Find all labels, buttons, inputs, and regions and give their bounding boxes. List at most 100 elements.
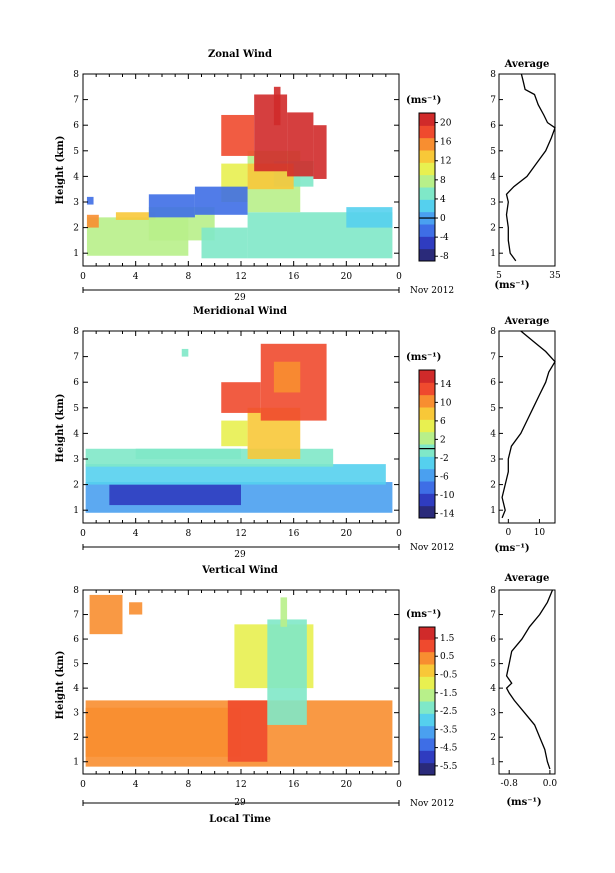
colorbar-segment	[419, 162, 435, 176]
x-tick-label: 20	[341, 780, 353, 790]
meridional-avg-xlabel: (ms⁻¹)	[494, 543, 529, 554]
x-tick-label: 20	[341, 272, 353, 282]
y-tick-label: 7	[73, 353, 79, 363]
heatmap-cell	[148, 194, 195, 218]
meridional-avg-title: Average	[504, 316, 550, 327]
y-tick-label: 4	[73, 429, 79, 439]
x-tick-label: 12	[235, 529, 246, 539]
y-tick-label: 2	[73, 224, 79, 234]
colorbar-segment	[419, 701, 435, 714]
x-tick-label: 0	[396, 780, 402, 790]
meridional-ylabel: Height (km)	[55, 394, 66, 463]
heatmap-cell	[221, 382, 261, 413]
vertical-title: Vertical Wind	[201, 565, 278, 576]
y-tick-label: 8	[73, 586, 79, 596]
colorbar-segment	[419, 370, 435, 383]
y-tick-label: 1	[73, 506, 79, 516]
x-tick-label: 16	[288, 272, 300, 282]
colorbar-segment	[419, 394, 435, 408]
avg-frame	[498, 330, 556, 524]
x-tick-label: 20	[341, 529, 353, 539]
x-tick-label: 0	[396, 272, 402, 282]
x-tick-label: 8	[185, 272, 191, 282]
x-tick-label: 0	[80, 272, 86, 282]
avg-y-tick-label: 7	[490, 353, 496, 363]
meridional-title: Meridional Wind	[193, 306, 287, 317]
avg-profile-line	[501, 330, 556, 519]
y-tick-label: 3	[73, 198, 79, 208]
heatmap-cell	[86, 196, 94, 205]
x-tick-label: 0	[80, 529, 86, 539]
x-tick-label: 16	[288, 529, 300, 539]
heatmap-cell	[221, 114, 255, 156]
vertical-wind-panel: Vertical Wind Height (km) 29 Nov 2012 (m…	[55, 565, 557, 825]
avg-y-tick-label: 6	[490, 635, 496, 645]
colorbar-segment	[419, 382, 435, 396]
colorbar-tick-label: 16	[440, 138, 452, 148]
colorbar-segment	[419, 627, 435, 640]
colorbar-tick-label: 2	[440, 435, 446, 445]
avg-x-tick-label: 0.0	[543, 779, 558, 789]
colorbar-segment	[419, 150, 435, 163]
avg-profile-line	[505, 73, 556, 262]
x-tick-label: 8	[185, 529, 191, 539]
x-tick-label: 0	[80, 780, 86, 790]
avg-y-tick-label: 6	[490, 378, 496, 388]
colorbar-tick-label: -2	[440, 454, 449, 464]
colorbar-segment	[419, 431, 435, 445]
y-tick-label: 4	[73, 172, 79, 182]
avg-y-tick-label: 8	[490, 327, 496, 337]
colorbar-segment	[419, 113, 435, 126]
heatmap-cell	[280, 597, 288, 627]
zonal-avg-xlabel: (ms⁻¹)	[494, 280, 529, 291]
colorbar-frame	[418, 369, 436, 519]
colorbar-frame	[418, 626, 436, 776]
y-tick-label: 6	[73, 378, 79, 388]
avg-frame	[498, 589, 556, 775]
heatmap-cell	[287, 112, 314, 177]
y-tick-label: 4	[73, 684, 79, 694]
avg-x-tick-label: 0	[505, 528, 511, 538]
heatmap-cell	[109, 484, 241, 506]
y-tick-label: 6	[73, 635, 79, 645]
colorbar-tick-label: 6	[440, 417, 446, 427]
avg-y-tick-label: 4	[490, 172, 496, 182]
heatmap-cell	[201, 227, 248, 259]
avg-y-tick-label: 6	[490, 121, 496, 131]
colorbar-segment	[419, 224, 435, 237]
vertical-ylabel: Height (km)	[55, 651, 66, 720]
colorbar-tick-label: -10	[440, 491, 455, 501]
heatmap-cell	[221, 420, 248, 447]
avg-y-tick-label: 5	[490, 147, 496, 157]
colorbar-segment	[419, 750, 435, 764]
y-tick-label: 5	[73, 660, 79, 670]
colorbar-tick-label: -14	[440, 509, 455, 519]
heatmap-cell	[346, 207, 393, 228]
colorbar-segment	[419, 199, 435, 213]
avg-y-tick-label: 2	[490, 733, 496, 743]
avg-y-tick-label: 4	[490, 684, 496, 694]
colorbar-segment	[419, 174, 435, 188]
colorbar-tick-label: -6	[440, 472, 449, 482]
avg-y-tick-label: 1	[490, 506, 496, 516]
colorbar-tick-label: 1.5	[440, 634, 455, 644]
colorbar-tick-label: 20	[440, 119, 452, 129]
avg-y-tick-label: 4	[490, 429, 496, 439]
colorbar-segment	[419, 762, 435, 776]
colorbar-segment	[419, 407, 435, 420]
meridional-day-label: 29	[234, 550, 246, 560]
y-tick-label: 1	[73, 758, 79, 768]
avg-x-tick-label: 5	[496, 271, 502, 281]
heatmap-cell	[181, 348, 189, 357]
y-tick-label: 5	[73, 147, 79, 157]
heatmap-cell	[254, 94, 288, 172]
heatmap-cell	[313, 125, 327, 179]
meridional-date-label: Nov 2012	[410, 543, 454, 553]
zonal-date-label: Nov 2012	[410, 286, 454, 296]
avg-y-tick-label: 2	[490, 224, 496, 234]
avg-x-tick-label: -0.8	[501, 779, 519, 789]
heatmap-cell	[86, 214, 99, 228]
avg-y-tick-label: 7	[490, 96, 496, 106]
x-tick-label: 16	[288, 780, 300, 790]
